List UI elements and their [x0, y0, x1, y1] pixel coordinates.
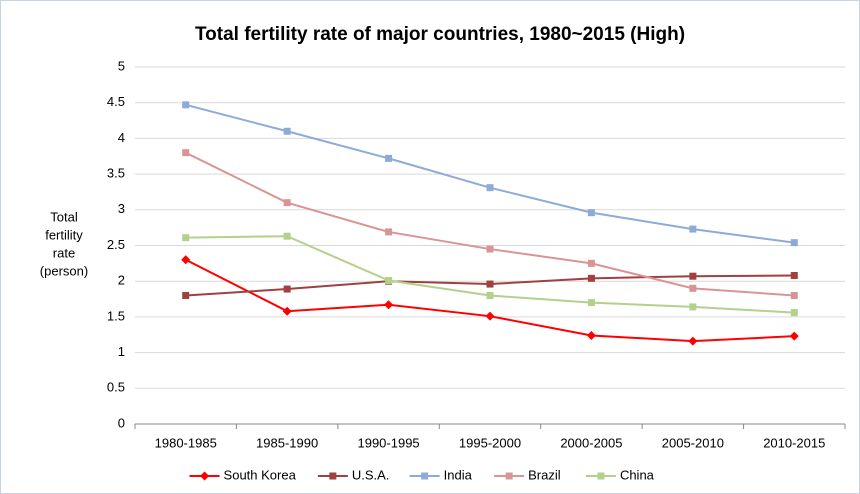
- data-point: [689, 225, 697, 233]
- data-point: [283, 232, 291, 240]
- data-point: [283, 285, 291, 293]
- legend-marker: [597, 472, 605, 480]
- x-tick-label: 2000-2005: [560, 435, 622, 450]
- data-point: [182, 101, 190, 109]
- x-tick-label: 2010-2015: [763, 435, 825, 450]
- data-point: [385, 276, 393, 284]
- data-point: [282, 306, 292, 316]
- data-point: [688, 336, 698, 346]
- x-tick-label: 1990-1995: [357, 435, 419, 450]
- y-tick-label: 2.5: [107, 237, 125, 252]
- data-point: [385, 154, 393, 162]
- x-tick-label: 2005-2010: [662, 435, 724, 450]
- data-point: [283, 127, 291, 135]
- legend-marker: [505, 472, 513, 480]
- legend-label: South Korea: [224, 467, 297, 482]
- y-tick-label: 3: [118, 201, 125, 216]
- data-point: [587, 299, 595, 307]
- y-axis-label: rate: [53, 245, 75, 260]
- legend-label: China: [620, 467, 655, 482]
- data-point: [790, 309, 798, 317]
- data-point: [789, 331, 799, 341]
- data-point: [689, 303, 697, 311]
- data-point: [486, 184, 494, 192]
- data-point: [790, 239, 798, 247]
- legend-marker: [329, 472, 337, 480]
- data-point: [485, 311, 495, 321]
- legend-label: U.S.A.: [352, 467, 390, 482]
- data-point: [790, 271, 798, 279]
- y-axis-label: Total: [50, 209, 78, 224]
- y-tick-label: 1.5: [107, 308, 125, 323]
- data-point: [486, 280, 494, 288]
- x-tick-label: 1980-1985: [155, 435, 217, 450]
- data-point: [587, 274, 595, 282]
- x-tick-label: 1985-1990: [256, 435, 318, 450]
- data-point: [689, 272, 697, 280]
- data-point: [385, 228, 393, 236]
- legend-marker: [421, 472, 429, 480]
- y-tick-label: 5: [118, 58, 125, 73]
- data-point: [586, 330, 596, 340]
- data-point: [182, 291, 190, 299]
- data-point: [486, 291, 494, 299]
- y-axis-label: fertility: [45, 227, 83, 242]
- y-tick-label: 4: [118, 130, 125, 145]
- data-point: [283, 199, 291, 207]
- chart-title: Total fertility rate of major countries,…: [195, 24, 685, 45]
- y-tick-label: 2: [118, 273, 125, 288]
- data-point: [587, 259, 595, 267]
- data-point: [486, 245, 494, 253]
- data-point: [182, 149, 190, 157]
- data-point: [384, 300, 394, 310]
- legend-marker: [200, 471, 210, 481]
- y-tick-label: 3.5: [107, 166, 125, 181]
- x-tick-label: 1995-2000: [459, 435, 521, 450]
- legend-label: India: [444, 467, 473, 482]
- data-point: [790, 291, 798, 299]
- y-tick-label: 0.5: [107, 380, 125, 395]
- data-point: [181, 255, 191, 265]
- data-point: [587, 209, 595, 217]
- y-tick-label: 0: [118, 415, 125, 430]
- data-point: [182, 234, 190, 242]
- y-tick-label: 1: [118, 344, 125, 359]
- legend-label: Brazil: [528, 467, 561, 482]
- y-tick-label: 4.5: [107, 94, 125, 109]
- data-point: [689, 284, 697, 292]
- y-axis-label: (person): [40, 263, 88, 278]
